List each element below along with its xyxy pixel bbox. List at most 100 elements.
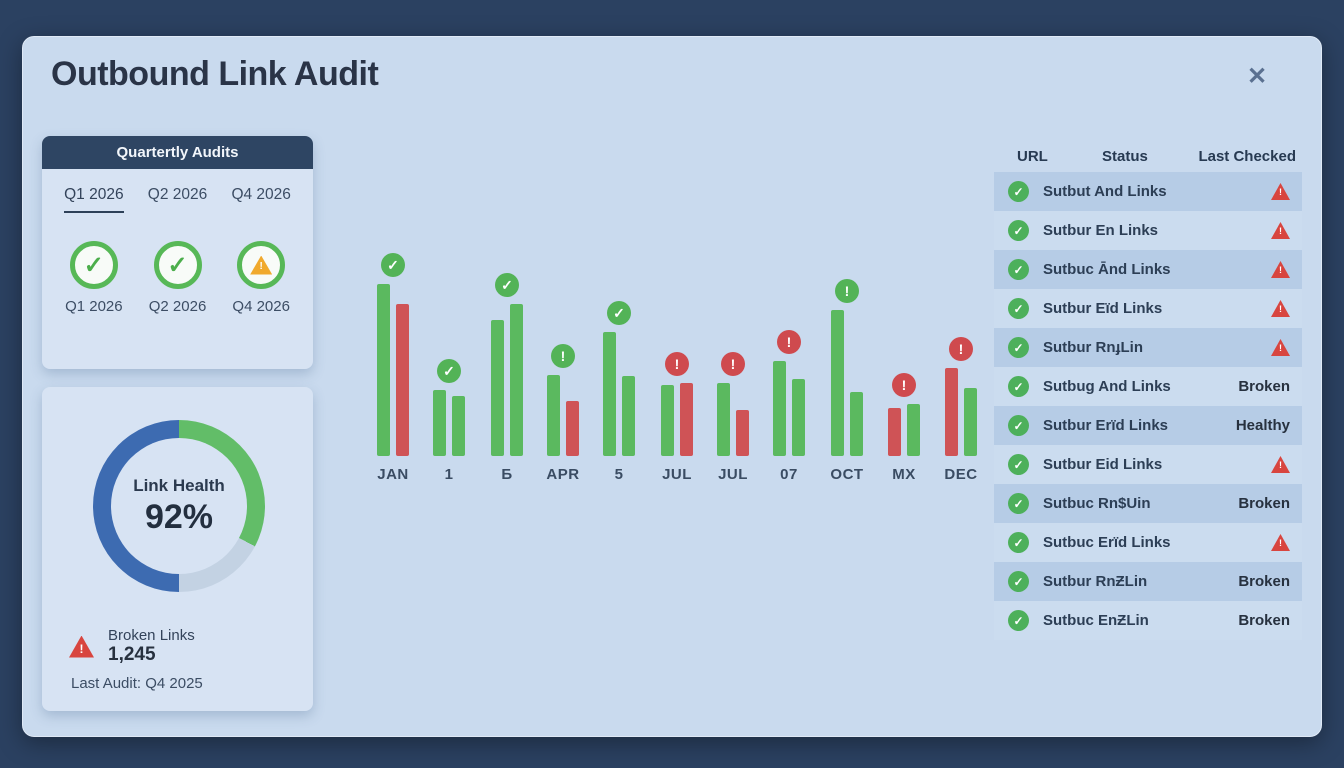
- column-header-url: URL: [1017, 148, 1048, 165]
- check-badge-icon: ✓: [495, 273, 519, 297]
- row-warning-icon: !: [1271, 339, 1290, 356]
- quarter-item-label: Q1 2026: [65, 298, 123, 315]
- check-icon: ✓: [83, 251, 104, 279]
- table-row[interactable]: ✓ Sutbuc Erïd Links!: [994, 523, 1302, 562]
- bar-jul-2: [736, 410, 749, 456]
- table-row[interactable]: ✓ Sutbuc Ānd Links!: [994, 250, 1302, 289]
- row-check-icon: ✓: [1008, 532, 1029, 553]
- quarterly-tabs: Q1 2026 Q2 2026 Q4 2026: [52, 186, 303, 213]
- warning-triangle-icon: !: [250, 255, 273, 275]
- alert-badge-icon: !: [665, 352, 689, 376]
- row-check-icon: ✓: [1008, 181, 1029, 202]
- bar-б-2: [510, 304, 523, 456]
- quarter-item-label: Q4 2026: [232, 298, 290, 315]
- warning-triangle-icon: !: [69, 635, 94, 658]
- table-header: URL Status Last Checked: [994, 142, 1302, 172]
- link-health-label: Link Health: [133, 475, 225, 495]
- bar-1-2: [452, 396, 465, 456]
- tab-q2-2026[interactable]: Q2 2026: [136, 186, 220, 213]
- row-status-text: Broken: [1238, 378, 1290, 395]
- column-header-last-checked: Last Checked: [1198, 148, 1296, 165]
- alert-badge-icon: !: [949, 337, 973, 361]
- row-warning-icon: !: [1271, 222, 1290, 239]
- row-check-icon: ✓: [1008, 493, 1029, 514]
- table-row[interactable]: ✓ Sutbut And Links!: [994, 172, 1302, 211]
- row-check-icon: ✓: [1008, 220, 1029, 241]
- row-url-text: Sutbut And Links: [1043, 183, 1167, 200]
- axis-label-5: 5: [614, 466, 624, 483]
- alert-badge-icon: !: [835, 279, 859, 303]
- row-url-text: Sutbug And Links: [1043, 378, 1171, 395]
- broken-links-count: 1,245: [108, 644, 156, 665]
- link-audit-table: URL Status Last Checked ✓ Sutbut And Link…: [994, 142, 1302, 640]
- table-row[interactable]: ✓ Sutbuc EnƵLin Broken: [994, 601, 1302, 640]
- broken-links-label: Broken Links: [108, 627, 195, 644]
- table-row[interactable]: ✓ Sutbur RnɟLin!: [994, 328, 1302, 367]
- axis-label-mx: MX: [892, 466, 916, 483]
- table-row[interactable]: ✓ Sutbur Erïd Links Healthy: [994, 406, 1302, 445]
- axis-label-1: 1: [444, 466, 454, 483]
- row-url-text: Sutbur Eid Links: [1043, 456, 1163, 473]
- row-warning-icon: !: [1271, 456, 1290, 473]
- broken-links-summary: ! Broken Links 1,245: [69, 627, 195, 666]
- check-badge-icon: ✓: [607, 301, 631, 325]
- axis-label-oct: OCT: [830, 466, 864, 483]
- row-url-text: Sutbur RnƵLin: [1043, 573, 1148, 590]
- bar-07-1: [773, 361, 786, 456]
- bar-5-1: [603, 332, 616, 456]
- quarter-item-label: Q2 2026: [148, 298, 207, 315]
- row-status-text: Broken: [1238, 495, 1290, 512]
- row-check-icon: ✓: [1008, 259, 1029, 280]
- quarter-status-q2-2026[interactable]: ✓ Q2 2026: [136, 241, 220, 315]
- bar-1-1: [433, 390, 446, 456]
- bar-apr-1: [547, 375, 560, 456]
- axis-label-07: 07: [780, 466, 798, 483]
- tab-label: Q4 2026: [231, 186, 291, 203]
- row-warning-icon: !: [1271, 261, 1290, 278]
- quarterly-audits-header: Quartertly Audits: [42, 136, 313, 169]
- check-icon: ✓: [167, 251, 188, 279]
- row-check-icon: ✓: [1008, 376, 1029, 397]
- bar-oct-2: [850, 392, 863, 456]
- quarter-status-q4-2026[interactable]: ! Q4 2026: [219, 241, 303, 315]
- row-url-text: Sutbuc Erïd Links: [1043, 534, 1171, 551]
- tab-label: Q2 2026: [147, 186, 208, 203]
- row-url-text: Sutbuc Rn$Uin: [1043, 495, 1151, 512]
- alert-badge-icon: !: [721, 352, 745, 376]
- table-row[interactable]: ✓ Sutbur Eid Links!: [994, 445, 1302, 484]
- table-body: ✓ Sutbut And Links! ✓ Sutbur En Links! ✓ Sutb…: [994, 172, 1302, 640]
- axis-label-б: Б: [501, 466, 513, 483]
- tab-q1-2026[interactable]: Q1 2026: [52, 186, 136, 213]
- row-url-text: Sutbuc EnƵLin: [1043, 612, 1149, 629]
- row-url-text: Sutbur Erïd Links: [1043, 417, 1169, 434]
- row-url-text: Sutbuc Ānd Links: [1043, 261, 1171, 278]
- row-warning-icon: !: [1271, 534, 1290, 551]
- table-row[interactable]: ✓ Sutbug And Links Broken: [994, 367, 1302, 406]
- bar-jul-1: [661, 385, 674, 456]
- axis-label-jan: JAN: [377, 466, 409, 483]
- close-icon[interactable]: ✕: [1246, 63, 1268, 90]
- last-audit-text: Last Audit: Q4 2025: [71, 675, 203, 692]
- quarterly-status-items: ✓ Q1 2026 ✓ Q2 2026! Q4 2026: [52, 241, 303, 315]
- table-row[interactable]: ✓ Sutbur En Links!: [994, 211, 1302, 250]
- tab-q4-2026[interactable]: Q4 2026: [219, 186, 303, 213]
- bar-apr-2: [566, 401, 579, 456]
- bar-б-1: [491, 320, 504, 456]
- bar-07-2: [792, 379, 805, 456]
- table-row[interactable]: ✓ Sutbur Eïd Links!: [994, 289, 1302, 328]
- column-header-status: Status: [1102, 148, 1148, 165]
- bar-5-2: [622, 376, 635, 456]
- donut-hole: [111, 438, 247, 574]
- check-circle-icon: ✓: [153, 241, 202, 289]
- bar-jan-2: [396, 304, 409, 456]
- link-health-card: Link Health 92% ! Broken Links 1,245 Las…: [42, 387, 313, 711]
- bar-jul-2: [680, 383, 693, 456]
- table-row[interactable]: ✓ Sutbur RnƵLin Broken: [994, 562, 1302, 601]
- row-check-icon: ✓: [1008, 610, 1029, 631]
- tab-label: Q1 2026: [64, 186, 124, 213]
- bar-dec-1: [945, 368, 958, 456]
- axis-label-dec: DEC: [944, 466, 978, 483]
- quarter-status-q1-2026[interactable]: ✓ Q1 2026: [52, 241, 136, 315]
- table-row[interactable]: ✓ Sutbuc Rn$Uin Broken: [994, 484, 1302, 523]
- row-check-icon: ✓: [1008, 298, 1029, 319]
